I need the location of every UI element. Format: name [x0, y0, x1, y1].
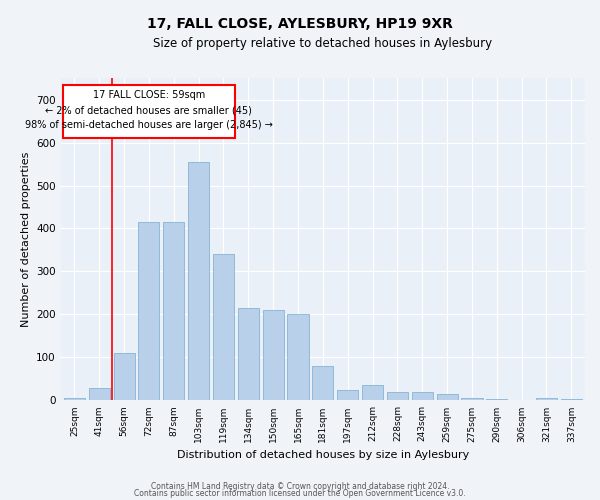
Bar [387, 392, 408, 400]
Text: Contains public sector information licensed under the Open Government Licence v3: Contains public sector information licen… [134, 489, 466, 498]
Bar [263, 310, 284, 400]
Bar [89, 388, 110, 400]
Bar [163, 222, 184, 400]
Bar [362, 386, 383, 400]
Text: 17, FALL CLOSE, AYLESBURY, HP19 9XR: 17, FALL CLOSE, AYLESBURY, HP19 9XR [147, 18, 453, 32]
Bar [337, 390, 358, 400]
Bar [312, 366, 334, 400]
Text: 98% of semi-detached houses are larger (2,845) →: 98% of semi-detached houses are larger (… [25, 120, 273, 130]
FancyBboxPatch shape [63, 84, 235, 138]
Text: ← 2% of detached houses are smaller (45): ← 2% of detached houses are smaller (45) [46, 105, 253, 115]
Title: Size of property relative to detached houses in Aylesbury: Size of property relative to detached ho… [153, 38, 493, 51]
X-axis label: Distribution of detached houses by size in Aylesbury: Distribution of detached houses by size … [177, 450, 469, 460]
Bar [188, 162, 209, 400]
Bar [536, 398, 557, 400]
Bar [287, 314, 308, 400]
Text: 17 FALL CLOSE: 59sqm: 17 FALL CLOSE: 59sqm [93, 90, 205, 100]
Bar [64, 398, 85, 400]
Text: Contains HM Land Registry data © Crown copyright and database right 2024.: Contains HM Land Registry data © Crown c… [151, 482, 449, 491]
Bar [412, 392, 433, 400]
Bar [213, 254, 234, 400]
Bar [238, 308, 259, 400]
Y-axis label: Number of detached properties: Number of detached properties [20, 152, 31, 327]
Bar [461, 398, 482, 400]
Bar [486, 399, 508, 400]
Bar [561, 399, 582, 400]
Bar [437, 394, 458, 400]
Bar [139, 222, 160, 400]
Bar [113, 353, 134, 401]
